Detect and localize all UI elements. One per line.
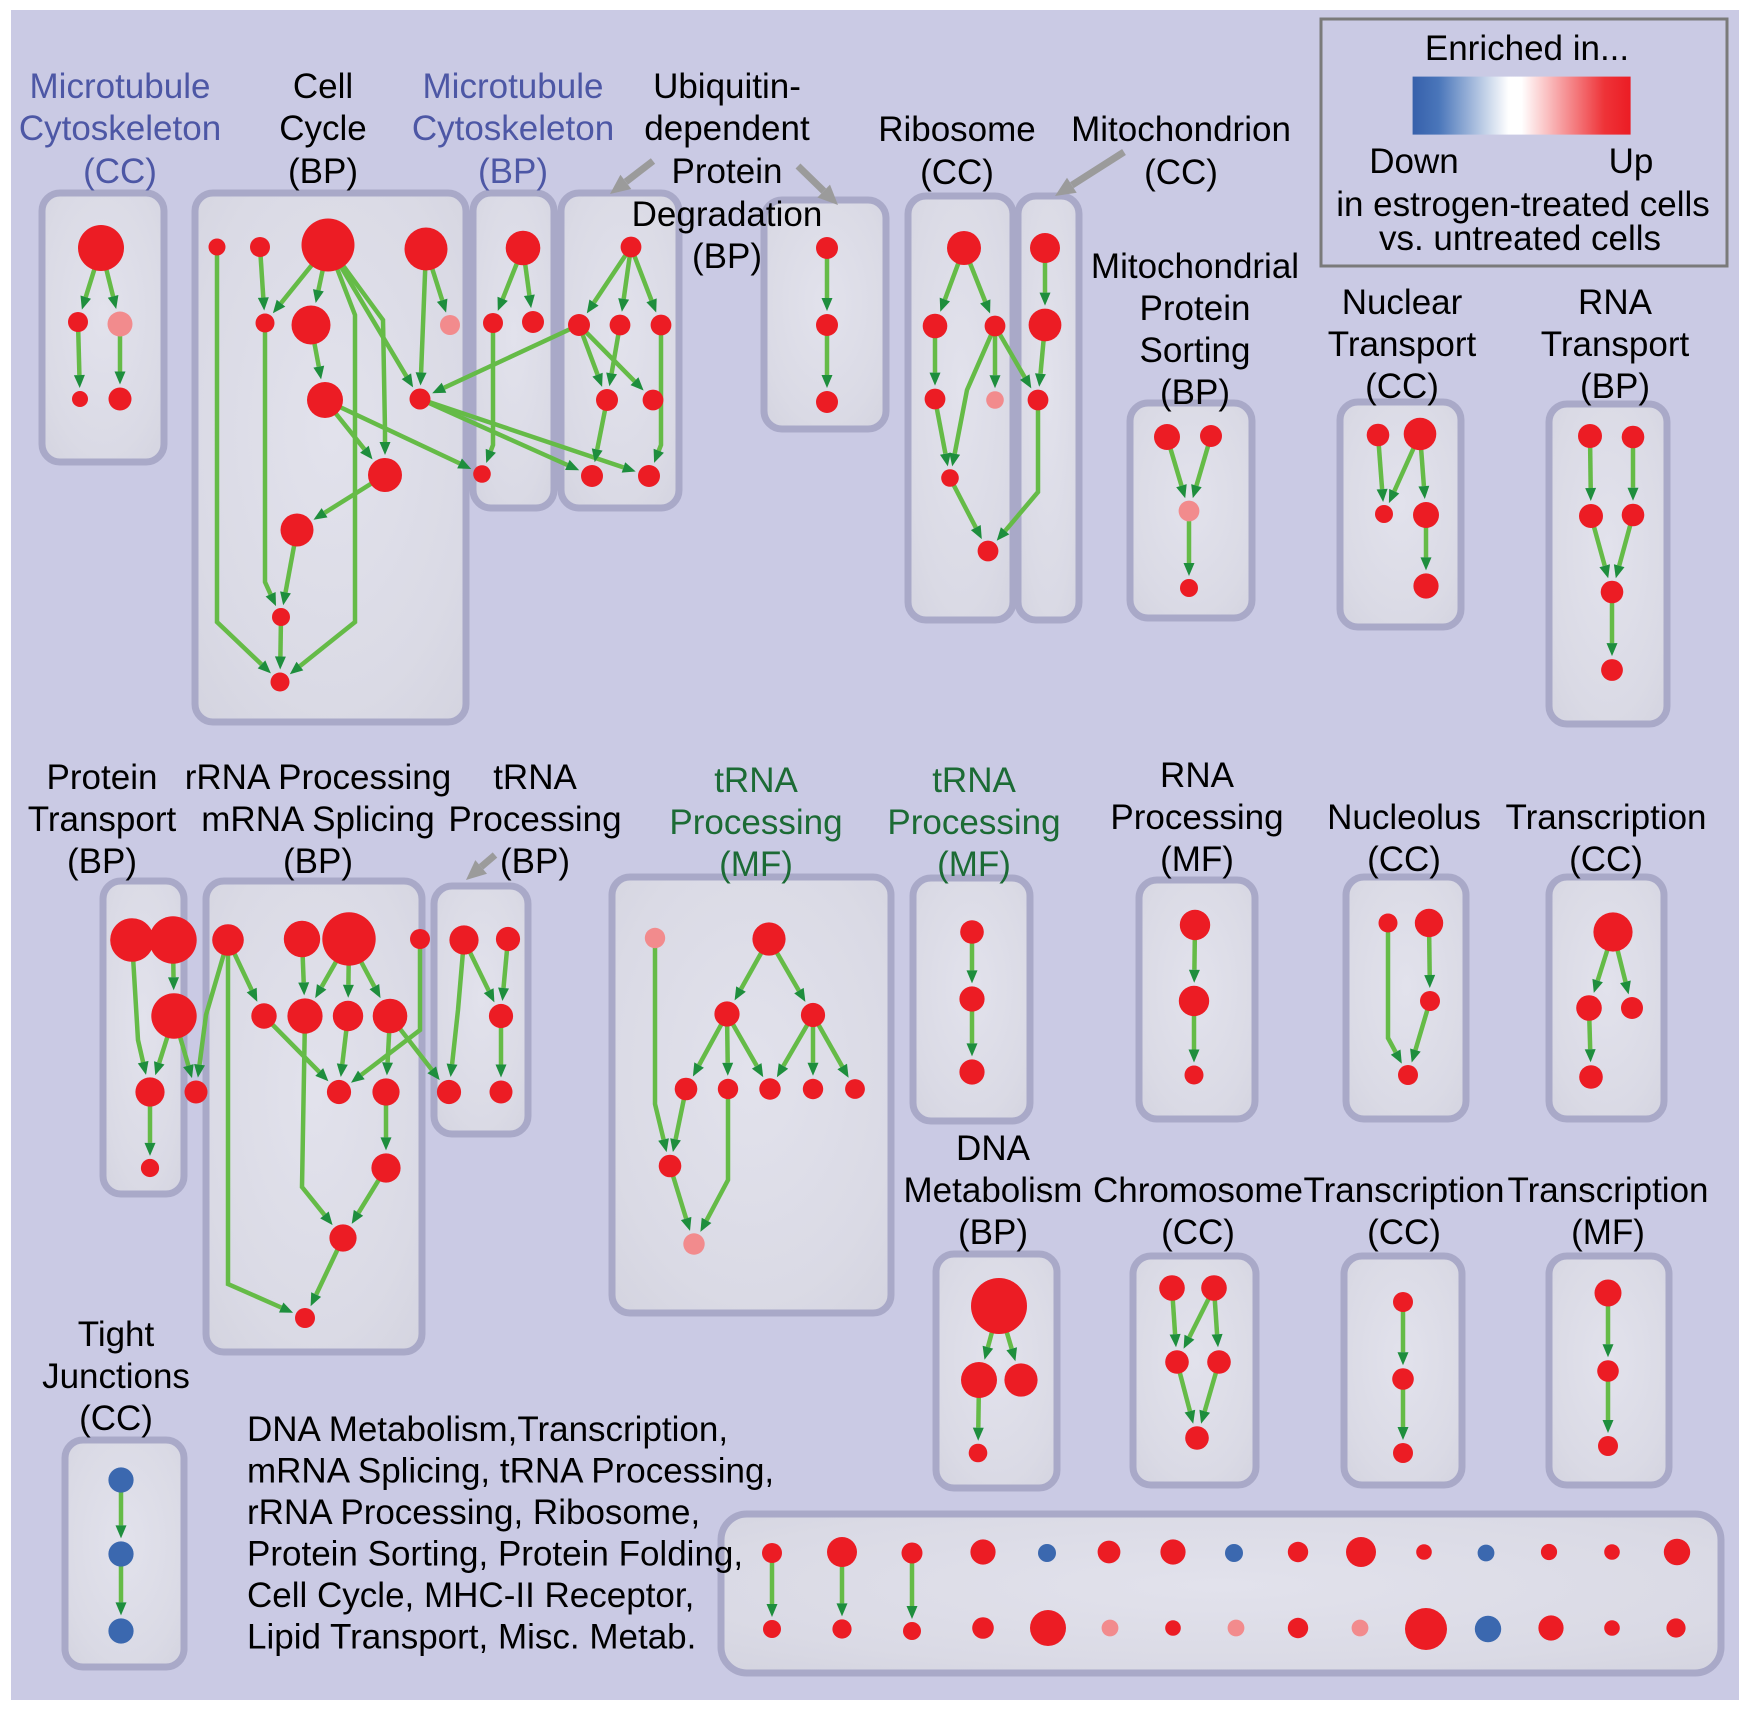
svg-text:Processing: Processing bbox=[887, 803, 1060, 842]
svg-text:Sorting: Sorting bbox=[1140, 331, 1251, 370]
svg-text:(CC): (CC) bbox=[1144, 153, 1218, 192]
svg-text:(MF): (MF) bbox=[937, 845, 1011, 884]
svg-text:Mitochondrion: Mitochondrion bbox=[1071, 110, 1291, 149]
svg-text:Chromosome: Chromosome bbox=[1093, 1171, 1303, 1210]
svg-text:Cytoskeleton: Cytoskeleton bbox=[19, 109, 221, 148]
svg-text:Enriched in...: Enriched in... bbox=[1425, 29, 1629, 68]
svg-text:Lipid Transport, Misc. Metab.: Lipid Transport, Misc. Metab. bbox=[247, 1618, 696, 1657]
svg-text:Cell Cycle, MHC-II Receptor,: Cell Cycle, MHC-II Receptor, bbox=[247, 1576, 694, 1615]
svg-text:Microtubule: Microtubule bbox=[423, 67, 604, 106]
svg-text:Microtubule: Microtubule bbox=[30, 67, 211, 106]
svg-text:Degradation: Degradation bbox=[632, 195, 823, 234]
svg-text:(BP): (BP) bbox=[692, 237, 762, 276]
svg-text:(BP): (BP) bbox=[958, 1213, 1028, 1252]
svg-text:Cycle: Cycle bbox=[279, 109, 367, 148]
svg-text:Protein: Protein bbox=[672, 152, 783, 191]
svg-text:rRNA Processing, Ribosome,: rRNA Processing, Ribosome, bbox=[247, 1493, 700, 1532]
svg-text:(BP): (BP) bbox=[478, 152, 548, 191]
svg-text:(BP): (BP) bbox=[283, 842, 353, 881]
svg-text:Up: Up bbox=[1609, 142, 1654, 181]
svg-text:mRNA Splicing, tRNA Processing: mRNA Splicing, tRNA Processing, bbox=[247, 1452, 774, 1491]
svg-text:Transcription: Transcription bbox=[1506, 798, 1707, 837]
svg-text:(BP): (BP) bbox=[67, 842, 137, 881]
svg-text:(BP): (BP) bbox=[288, 152, 358, 191]
svg-text:Transport: Transport bbox=[1328, 325, 1477, 364]
svg-text:Junctions: Junctions bbox=[42, 1357, 190, 1396]
svg-text:Transport: Transport bbox=[28, 800, 177, 839]
svg-text:Cytoskeleton: Cytoskeleton bbox=[412, 109, 614, 148]
svg-text:Transcription: Transcription bbox=[1508, 1171, 1709, 1210]
svg-text:Processing: Processing bbox=[448, 800, 621, 839]
svg-text:Mitochondrial: Mitochondrial bbox=[1091, 247, 1299, 286]
svg-text:vs. untreated cells: vs. untreated cells bbox=[1379, 219, 1661, 258]
svg-text:(BP): (BP) bbox=[1160, 373, 1230, 412]
svg-text:Protein: Protein bbox=[1140, 289, 1251, 328]
svg-text:DNA Metabolism,Transcription,: DNA Metabolism,Transcription, bbox=[247, 1410, 728, 1449]
svg-text:Protein: Protein bbox=[47, 758, 158, 797]
svg-text:(MF): (MF) bbox=[1571, 1213, 1645, 1252]
svg-text:(MF): (MF) bbox=[719, 845, 793, 884]
svg-text:RNA: RNA bbox=[1160, 756, 1235, 795]
svg-text:Tight: Tight bbox=[78, 1315, 155, 1354]
svg-text:(CC): (CC) bbox=[1569, 840, 1643, 879]
svg-text:(CC): (CC) bbox=[1365, 367, 1439, 406]
svg-text:(BP): (BP) bbox=[500, 842, 570, 881]
svg-text:tRNA: tRNA bbox=[932, 761, 1016, 800]
svg-text:(BP): (BP) bbox=[1580, 367, 1650, 406]
svg-text:(CC): (CC) bbox=[1367, 840, 1441, 879]
svg-text:dependent: dependent bbox=[644, 109, 810, 148]
svg-text:Ubiquitin-: Ubiquitin- bbox=[653, 67, 801, 106]
svg-text:Ribosome: Ribosome bbox=[878, 110, 1036, 149]
svg-text:Nuclear: Nuclear bbox=[1342, 283, 1463, 322]
svg-text:mRNA Splicing: mRNA Splicing bbox=[201, 800, 434, 839]
svg-text:tRNA: tRNA bbox=[714, 761, 798, 800]
svg-text:in estrogen-treated cells: in estrogen-treated cells bbox=[1336, 185, 1710, 224]
svg-text:(CC): (CC) bbox=[1161, 1213, 1235, 1252]
svg-text:Down: Down bbox=[1369, 142, 1458, 181]
svg-text:(CC): (CC) bbox=[1367, 1213, 1441, 1252]
svg-text:Processing: Processing bbox=[669, 803, 842, 842]
svg-text:Nucleolus: Nucleolus bbox=[1327, 798, 1481, 837]
svg-text:(CC): (CC) bbox=[79, 1399, 153, 1438]
svg-text:DNA: DNA bbox=[956, 1129, 1031, 1168]
svg-text:(CC): (CC) bbox=[920, 153, 994, 192]
svg-text:Processing: Processing bbox=[1110, 798, 1283, 837]
svg-text:Cell: Cell bbox=[293, 67, 353, 106]
svg-text:(CC): (CC) bbox=[83, 152, 157, 191]
svg-text:Transcription: Transcription bbox=[1304, 1171, 1505, 1210]
svg-text:rRNA Processing: rRNA Processing bbox=[185, 758, 451, 797]
svg-text:Protein Sorting, Protein Foldi: Protein Sorting, Protein Folding, bbox=[247, 1535, 743, 1574]
svg-text:RNA: RNA bbox=[1578, 283, 1653, 322]
svg-text:Transport: Transport bbox=[1541, 325, 1690, 364]
svg-text:tRNA: tRNA bbox=[493, 758, 577, 797]
svg-text:(MF): (MF) bbox=[1160, 840, 1234, 879]
svg-text:Metabolism: Metabolism bbox=[904, 1171, 1083, 1210]
